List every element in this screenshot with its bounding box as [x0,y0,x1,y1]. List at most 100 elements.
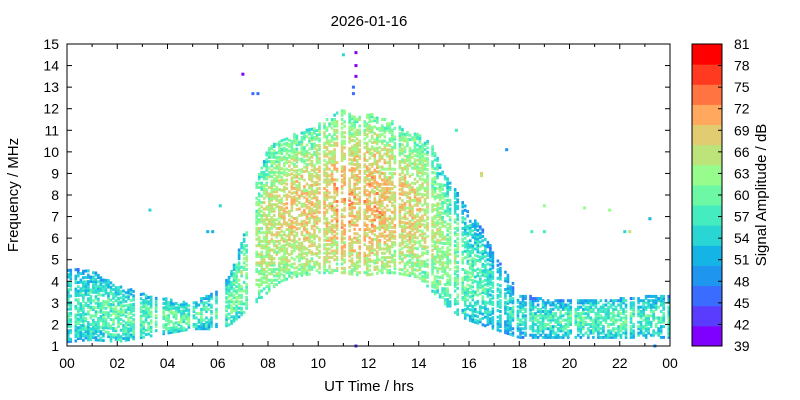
heatmap-cell [267,192,271,196]
heatmap-cell [102,338,105,342]
heatmap-cell [272,267,276,271]
heatmap-cell [87,286,90,290]
heatmap-cell [232,317,236,321]
heatmap-cell [378,193,382,197]
heatmap-cell [350,134,354,138]
heatmap-cell [443,252,447,256]
heatmap-cell [443,198,447,202]
heatmap-cell [476,293,480,297]
heatmap-cell [418,261,422,265]
heatmap-cell [129,329,133,333]
heatmap-cell [278,263,281,267]
heatmap-cell [280,234,284,238]
heatmap-cell [333,251,336,255]
heatmap-cell [373,265,377,269]
heatmap-cell [381,141,384,145]
heatmap-cell [149,325,153,329]
heatmap-cell [466,307,470,311]
heatmap-cell [295,138,299,142]
heatmap-cell [66,314,70,318]
heatmap-cell [240,274,243,278]
heatmap-cell [237,315,241,319]
heatmap-cell [107,330,110,334]
heatmap-cell [481,256,485,260]
heatmap-cell [481,297,485,301]
heatmap-cell [272,194,276,198]
heatmap-cell [403,264,407,268]
heatmap-cell [393,258,397,262]
heatmap-cell [310,244,314,248]
heatmap-cell [436,253,439,257]
heatmap-cell [353,214,356,218]
heatmap-cell [310,211,314,215]
heatmap-cell [87,329,90,333]
heatmap-cell [403,262,407,266]
heatmap-cell [448,274,452,278]
heatmap-cell [109,281,113,285]
heatmap-cell [368,191,372,195]
heatmap-cell [438,239,442,243]
heatmap-cell [479,311,482,315]
heatmap-cell [257,175,261,179]
heatmap-cell [496,324,500,328]
heatmap-cell [290,155,294,159]
heatmap-cell [272,278,276,282]
heatmap-cell [315,150,319,154]
heatmap-cell [308,248,311,252]
heatmap-cell [433,197,437,201]
heatmap-cell [561,305,565,309]
heatmap-cell [104,321,108,325]
heatmap-cell [144,302,148,306]
heatmap-cell [82,327,85,331]
heatmap-cell [416,275,419,279]
heatmap-cell [350,251,354,255]
heatmap-cell [313,191,316,195]
heatmap-cell [370,164,374,168]
heatmap-cell [242,257,246,261]
heatmap-cell [162,306,166,310]
heatmap-cell [406,245,409,249]
heatmap-cell [350,149,354,153]
heatmap-cell [436,269,439,272]
heatmap-cell [182,317,186,321]
heatmap-cell [107,283,110,287]
heatmap-cell [66,335,70,339]
heatmap-cell [257,218,261,222]
heatmap-cell [119,339,123,343]
heatmap-cell [466,261,470,265]
heatmap-cell [235,300,238,304]
heatmap-cell [569,314,573,318]
heatmap-cell [94,327,98,331]
heatmap-cell [559,299,563,303]
heatmap-cell [288,155,291,159]
heatmap-cell [373,170,377,174]
heatmap-cell [350,125,354,129]
heatmap-cell [524,297,527,301]
heatmap-cell [408,261,412,265]
heatmap-cell [438,256,442,260]
heatmap-cell [97,288,100,292]
heatmap-cell [278,213,281,217]
heatmap-cell [579,314,583,318]
heatmap-cell [383,148,387,152]
heatmap-cell [315,161,319,165]
heatmap-cell [285,202,289,206]
heatmap-cell [393,204,397,208]
heatmap-cell [333,253,336,257]
heatmap-cell [375,127,379,131]
heatmap-cell [162,317,166,321]
heatmap-cell [370,182,374,186]
heatmap-cell [262,196,266,200]
heatmap-cell [225,309,228,313]
heatmap-cell [343,208,346,212]
heatmap-cell [119,313,123,317]
heatmap-cell [353,182,356,186]
heatmap-cell [370,220,374,224]
heatmap-cell [315,189,319,193]
heatmap-cell [370,145,374,149]
heatmap-cell [551,331,555,335]
heatmap-cell [77,317,80,321]
heatmap-cell [242,248,246,252]
heatmap-cell [313,222,316,226]
heatmap-cell [94,297,98,301]
